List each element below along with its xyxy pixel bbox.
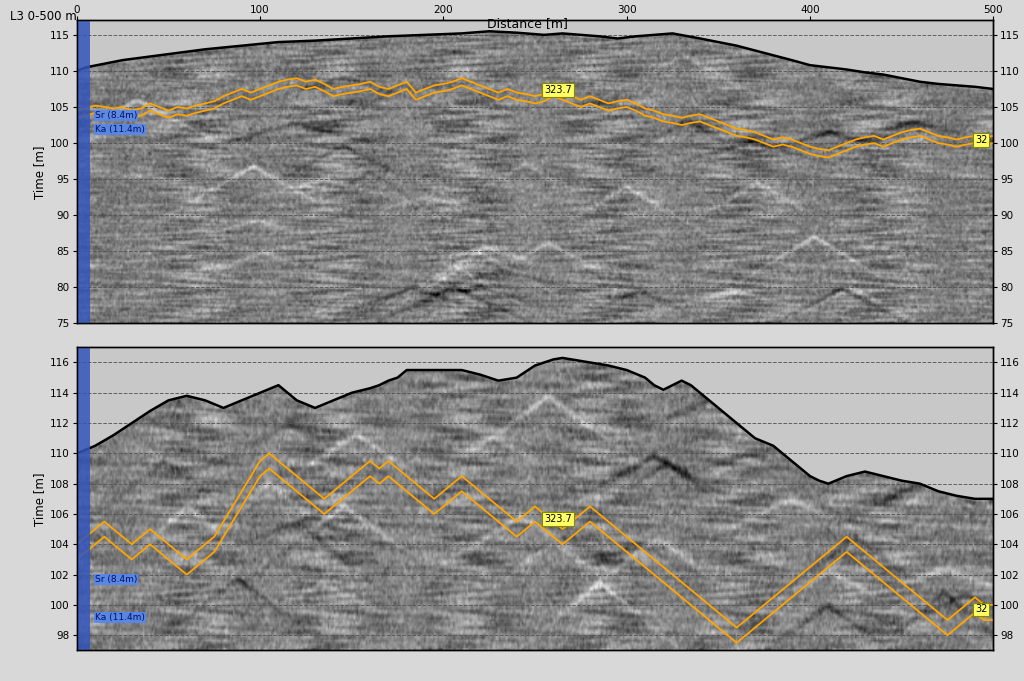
- Y-axis label: Time [m]: Time [m]: [33, 145, 46, 199]
- Text: L3 0-500 m: L3 0-500 m: [10, 10, 77, 23]
- Text: Distance [m]: Distance [m]: [487, 17, 567, 30]
- Text: Ka (11.4m): Ka (11.4m): [95, 125, 145, 134]
- Text: 323.7: 323.7: [544, 513, 572, 524]
- Y-axis label: Time [m]: Time [m]: [33, 472, 46, 526]
- Text: 32: 32: [975, 135, 987, 145]
- Bar: [77, 347, 90, 650]
- Bar: [77, 20, 90, 323]
- Polygon shape: [77, 347, 993, 498]
- Text: Ka (11.4m): Ka (11.4m): [95, 613, 145, 622]
- Text: Sr (8.4m): Sr (8.4m): [95, 575, 137, 584]
- Text: 323.7: 323.7: [544, 84, 572, 95]
- Polygon shape: [77, 20, 993, 89]
- Text: Sr (8.4m): Sr (8.4m): [95, 111, 137, 120]
- Text: 32: 32: [975, 605, 987, 614]
